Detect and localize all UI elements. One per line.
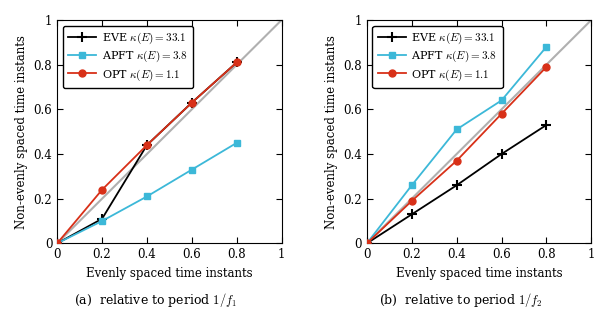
EVE $\kappa(E) = 33.1$ — [498, 152, 505, 156]
Line: APFT $\kappa(E) = 3.8$: APFT $\kappa(E) = 3.8$ — [364, 43, 550, 247]
OPT $\kappa(E) = 1.1$ — [233, 61, 240, 64]
EVE $\kappa(E) = 33.1$ — [363, 241, 370, 245]
Legend: EVE $\kappa(E) = 33.1$, APFT $\kappa(E) = 3.8$, OPT $\kappa(E) = 1.1$: EVE $\kappa(E) = 33.1$, APFT $\kappa(E) … — [373, 26, 503, 88]
Y-axis label: Non-evenly spaced time instants: Non-evenly spaced time instants — [325, 35, 338, 229]
EVE $\kappa(E) = 33.1$ — [233, 61, 240, 64]
APFT $\kappa(E) = 3.8$ — [233, 141, 240, 145]
APFT $\kappa(E) = 3.8$ — [98, 219, 106, 223]
Line: OPT $\kappa(E) = 1.1$: OPT $\kappa(E) = 1.1$ — [364, 63, 550, 247]
OPT $\kappa(E) = 1.1$ — [54, 241, 61, 245]
Line: OPT $\kappa(E) = 1.1$: OPT $\kappa(E) = 1.1$ — [54, 59, 240, 247]
APFT $\kappa(E) = 3.8$ — [54, 241, 61, 245]
APFT $\kappa(E) = 3.8$ — [408, 183, 415, 187]
EVE $\kappa(E) = 33.1$ — [98, 217, 106, 221]
APFT $\kappa(E) = 3.8$ — [188, 168, 195, 172]
OPT $\kappa(E) = 1.1$ — [188, 101, 195, 105]
OPT $\kappa(E) = 1.1$ — [543, 65, 550, 69]
OPT $\kappa(E) = 1.1$ — [363, 241, 370, 245]
Text: (a)  relative to period $1/f_1$: (a) relative to period $1/f_1$ — [74, 291, 237, 309]
OPT $\kappa(E) = 1.1$ — [453, 159, 461, 163]
Y-axis label: Non-evenly spaced time instants: Non-evenly spaced time instants — [15, 35, 28, 229]
EVE $\kappa(E) = 33.1$ — [143, 143, 151, 147]
Legend: EVE $\kappa(E) = 33.1$, APFT $\kappa(E) = 3.8$, OPT $\kappa(E) = 1.1$: EVE $\kappa(E) = 33.1$, APFT $\kappa(E) … — [63, 26, 193, 88]
APFT $\kappa(E) = 3.8$ — [363, 241, 370, 245]
EVE $\kappa(E) = 33.1$ — [408, 212, 415, 216]
Line: EVE $\kappa(E) = 33.1$: EVE $\kappa(E) = 33.1$ — [362, 120, 551, 248]
APFT $\kappa(E) = 3.8$ — [498, 99, 505, 102]
Text: (b)  relative to period $1/f_2$: (b) relative to period $1/f_2$ — [379, 291, 542, 309]
Line: APFT $\kappa(E) = 3.8$: APFT $\kappa(E) = 3.8$ — [54, 139, 240, 247]
Line: EVE $\kappa(E) = 33.1$: EVE $\kappa(E) = 33.1$ — [52, 58, 242, 248]
X-axis label: Evenly spaced time instants: Evenly spaced time instants — [396, 267, 562, 280]
OPT $\kappa(E) = 1.1$ — [143, 143, 151, 147]
OPT $\kappa(E) = 1.1$ — [408, 199, 415, 203]
OPT $\kappa(E) = 1.1$ — [498, 112, 505, 116]
APFT $\kappa(E) = 3.8$ — [453, 128, 461, 131]
EVE $\kappa(E) = 33.1$ — [54, 241, 61, 245]
OPT $\kappa(E) = 1.1$ — [98, 188, 106, 192]
EVE $\kappa(E) = 33.1$ — [543, 123, 550, 127]
APFT $\kappa(E) = 3.8$ — [543, 45, 550, 49]
APFT $\kappa(E) = 3.8$ — [143, 195, 151, 198]
EVE $\kappa(E) = 33.1$ — [453, 183, 461, 187]
X-axis label: Evenly spaced time instants: Evenly spaced time instants — [86, 267, 253, 280]
EVE $\kappa(E) = 33.1$ — [188, 101, 195, 105]
